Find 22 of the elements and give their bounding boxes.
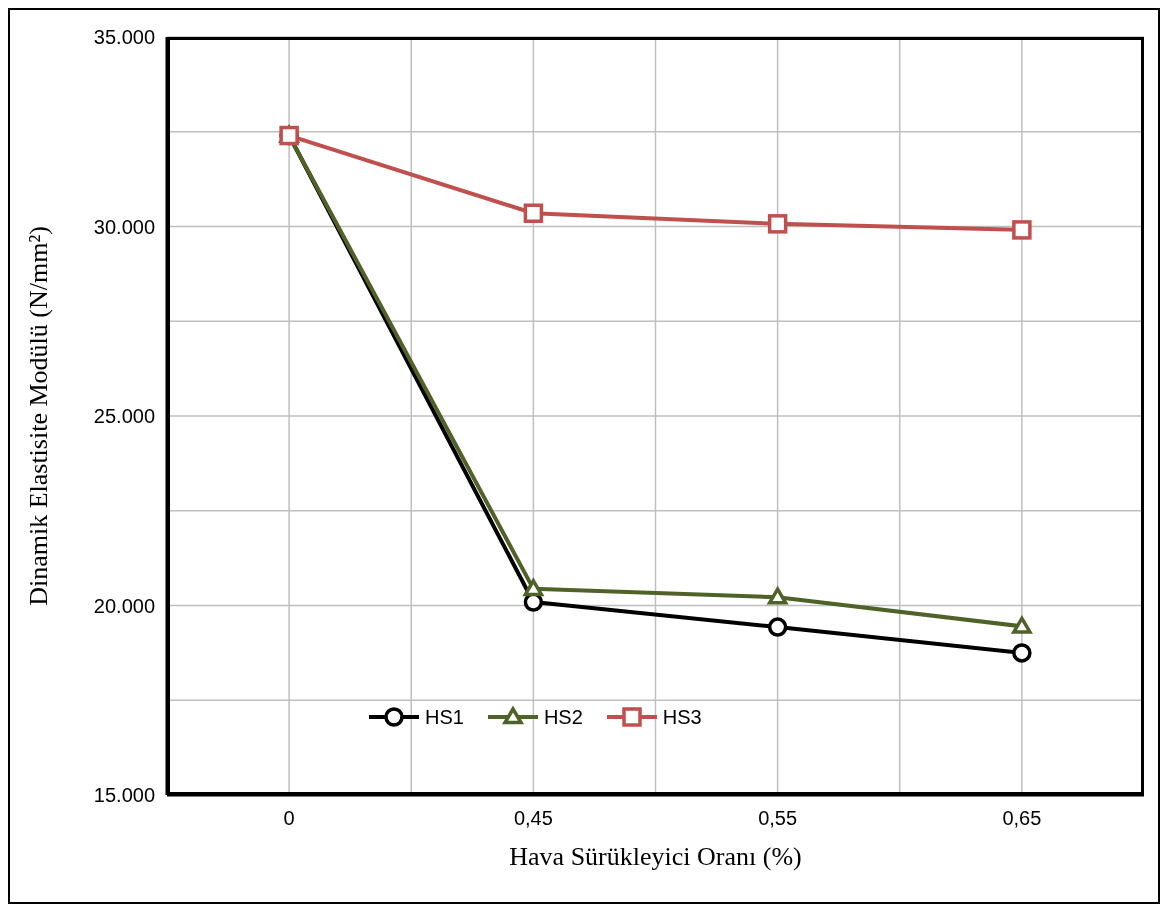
legend-label: HS1 [425, 705, 464, 729]
y-tick-label: 20.000 [93, 594, 155, 617]
point [1012, 616, 1032, 634]
legend-label: HS3 [662, 705, 702, 729]
x-tick-label: 0,45 [513, 807, 553, 830]
y-tick-label: 30.000 [93, 215, 155, 238]
x-tick-label: 0,55 [758, 807, 798, 830]
point [523, 203, 544, 223]
y-axis-title: Dinamik Elastisite Modülü (N/mm²) [24, 226, 54, 606]
point [767, 587, 788, 605]
x-axis-title: Hava Sürükleyici Oranı (%) [509, 842, 802, 871]
y-tick-label: 35.000 [93, 26, 155, 49]
x-tick-label: 0,65 [1002, 807, 1042, 830]
x-tick-label: 0 [283, 807, 295, 830]
point [767, 617, 788, 637]
y-tick-label: 15.000 [93, 784, 155, 807]
point [1012, 643, 1032, 663]
point [767, 214, 788, 234]
legend-label: HS2 [543, 705, 583, 729]
point [1012, 220, 1032, 240]
y-tick-label: 25.000 [93, 405, 155, 428]
point [523, 579, 544, 597]
